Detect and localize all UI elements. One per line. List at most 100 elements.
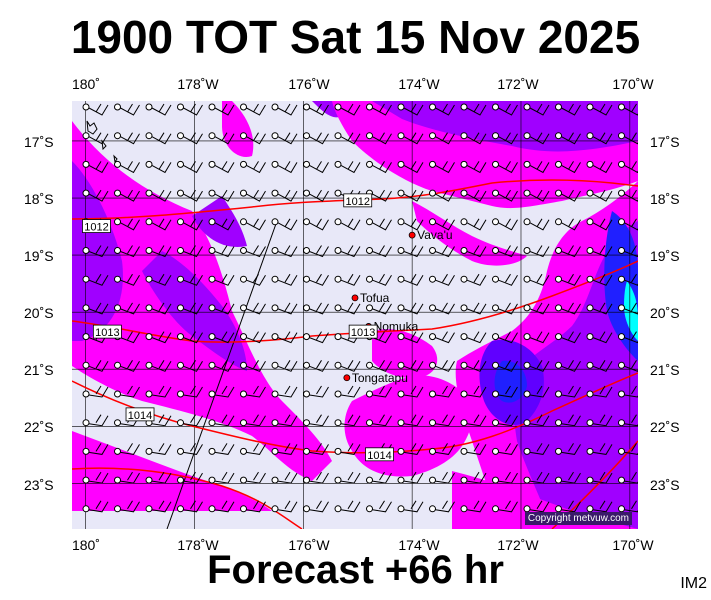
lon-label-top: 178˚W: [177, 76, 219, 92]
wind-barb: [429, 331, 455, 344]
wind-barb: [334, 471, 361, 484]
wind-barb: [586, 160, 613, 174]
wind-barb: [586, 471, 613, 484]
wind-barb: [555, 103, 581, 116]
wind-barb: [523, 302, 550, 315]
wind-barb: [555, 189, 581, 202]
wind-barb: [82, 385, 109, 398]
wind-barb: [82, 273, 109, 286]
wind-barb: [208, 189, 235, 202]
wind-barb: [240, 218, 266, 231]
wind-barb: [492, 245, 518, 258]
wind-barb: [429, 132, 455, 145]
wind-barb: [366, 302, 392, 315]
lat-label-right: 19˚S: [650, 248, 680, 264]
wind-barb: [82, 471, 109, 484]
wind-barb: [429, 218, 455, 231]
wind-barb: [555, 331, 581, 344]
wind-barb: [492, 500, 518, 513]
wind-barb: [618, 189, 638, 202]
wind-barb: [114, 103, 140, 116]
wind-barb: [208, 103, 235, 116]
wind-barb: [177, 189, 203, 202]
wind-barb: [586, 360, 613, 372]
wind-barb: [429, 414, 455, 427]
wind-barb: [303, 331, 329, 344]
wind-barb: [240, 160, 266, 174]
wind-barb: [397, 103, 424, 116]
wind-barb-layer: [82, 103, 638, 513]
wind-barb: [145, 385, 172, 398]
wind-barb: [334, 414, 361, 427]
wind-barb: [303, 471, 329, 484]
wind-barb: [618, 500, 638, 513]
wind-barb: [523, 160, 550, 174]
lat-label-left: 20˚S: [24, 305, 54, 321]
wind-barb: [271, 218, 298, 231]
wind-barb: [397, 273, 424, 286]
wind-barb: [177, 132, 203, 145]
wind-barb: [429, 471, 455, 484]
wind-barb: [271, 302, 298, 315]
wind-barb: [397, 331, 424, 344]
wind-barb: [492, 443, 518, 455]
wind-barb: [303, 273, 329, 286]
place-label: Tofua: [360, 291, 390, 305]
wind-barb: [618, 302, 638, 315]
wind-barb: [82, 500, 109, 513]
wind-barb: [586, 385, 613, 398]
wind-barb: [460, 414, 487, 427]
wind-barb: [208, 471, 235, 484]
wind-barb: [523, 414, 550, 427]
wind-barb: [145, 500, 172, 513]
wind-barb: [145, 160, 172, 174]
wind-barb: [429, 245, 455, 258]
forecast-map[interactable]: Vava'u Tofua Nomuka Tongatapu 1012 1012 1013 10…: [72, 101, 638, 529]
wind-barb: [208, 245, 235, 258]
wind-barb: [240, 385, 266, 398]
wind-barb: [460, 103, 487, 116]
wind-barb: [366, 360, 392, 372]
wind-barb: [492, 385, 518, 398]
wind-barb: [114, 132, 140, 145]
image-code: IM2: [680, 575, 707, 592]
wind-barb: [145, 443, 172, 455]
wind-barb: [366, 471, 392, 484]
wind-barb: [271, 500, 298, 513]
wind-barb: [177, 103, 203, 116]
wind-barb: [523, 273, 550, 286]
lon-label-bottom: 180˚: [71, 537, 101, 553]
wind-barb: [492, 160, 518, 174]
lon-label-bottom: 178˚W: [177, 537, 219, 553]
wind-barb: [240, 245, 266, 258]
wind-barb: [492, 360, 518, 372]
wind-barb: [492, 103, 518, 116]
wind-barb: [429, 500, 455, 513]
wind-barb: [618, 443, 638, 455]
wind-barb: [208, 331, 235, 344]
wind-barb: [366, 245, 392, 258]
wind-barb: [618, 385, 638, 398]
wind-barb: [303, 414, 329, 427]
place-marker: [408, 231, 416, 239]
lon-label-top: 176˚W: [288, 76, 330, 92]
lat-label-right: 23˚S: [650, 477, 680, 493]
wind-barb: [114, 302, 140, 315]
wind-barb: [618, 360, 638, 372]
wind-barb: [114, 443, 140, 455]
wind-barb: [492, 273, 518, 286]
wind-barb: [397, 245, 424, 258]
svg-text:1012: 1012: [84, 222, 108, 234]
wind-barb: [271, 443, 298, 455]
wind-barb: [177, 471, 203, 484]
wind-barb: [145, 331, 172, 344]
wind-barb: [618, 331, 638, 344]
wind-barb: [177, 218, 203, 231]
wind-barb: [145, 132, 172, 145]
wind-barb: [303, 218, 329, 231]
wind-barb: [460, 132, 487, 145]
lat-label-right: 17˚S: [650, 134, 680, 150]
wind-barb: [555, 160, 581, 174]
wind-barb: [492, 302, 518, 315]
wind-barb: [555, 132, 581, 145]
